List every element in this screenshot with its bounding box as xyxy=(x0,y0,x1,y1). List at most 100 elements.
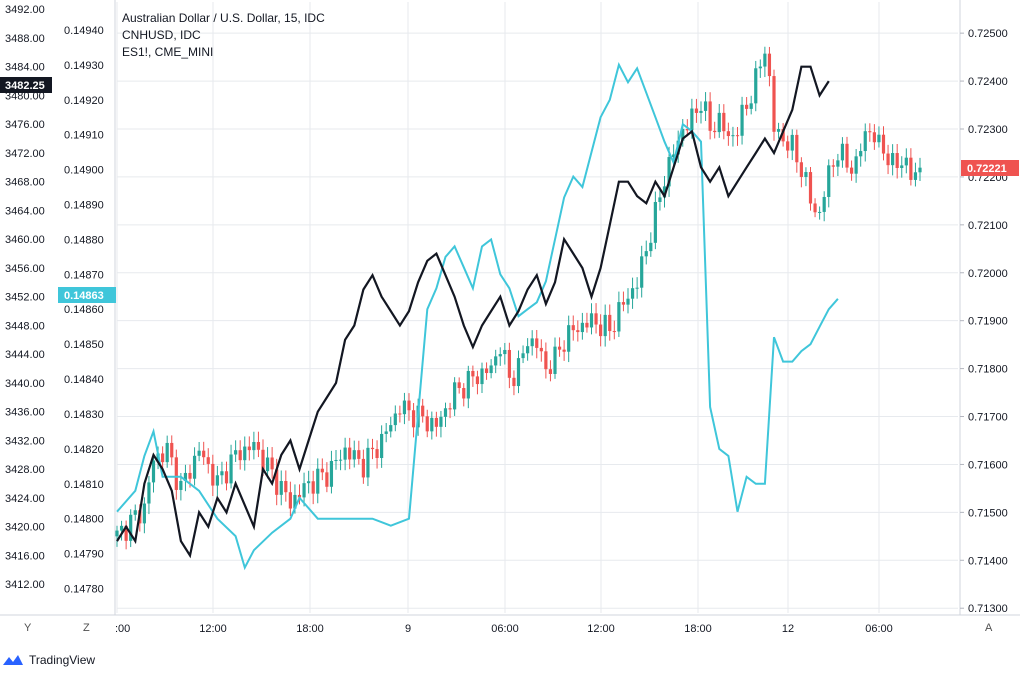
cnhusd-price-axis[interactable]: 0.14940 0.14930 0.14920 0.14910 0.14900 0.148… xyxy=(64,25,104,596)
candle-body xyxy=(215,475,219,486)
audusd-tick-label: 0.72300 xyxy=(968,124,1008,136)
candle-body xyxy=(703,101,708,111)
es1-tick-label: 3468.00 xyxy=(5,177,45,189)
cnhusd-tick-label: 0.14910 xyxy=(64,130,104,142)
candle-body xyxy=(799,162,803,177)
candle-body xyxy=(535,338,539,348)
zoom-button[interactable]: Z xyxy=(83,622,90,634)
candle-body xyxy=(690,108,694,131)
audusd-tick-label: 0.71600 xyxy=(968,459,1008,471)
cnhusd-tick-label: 0.14880 xyxy=(64,234,104,246)
candle-body xyxy=(229,454,233,484)
es1-tick-label: 3460.00 xyxy=(5,234,45,246)
candle-body xyxy=(507,349,511,378)
legend-cnhusd: CNHUSD, IDC xyxy=(122,28,201,42)
candle-body xyxy=(197,450,201,456)
candle-body xyxy=(644,251,648,257)
candle-body xyxy=(407,400,411,411)
candle-body xyxy=(608,314,612,332)
candle-body xyxy=(776,129,781,132)
svg-text:Z: Z xyxy=(83,622,90,634)
auto-scale-button[interactable]: A xyxy=(985,622,993,634)
candle-body xyxy=(672,154,676,158)
candle-body xyxy=(576,330,580,333)
cnhusd-tick-label: 0.14920 xyxy=(64,95,104,107)
candle-body xyxy=(599,324,603,337)
candle-body xyxy=(722,112,726,132)
candle-body xyxy=(662,186,667,198)
candle-body xyxy=(818,211,822,213)
candle-body xyxy=(758,66,762,69)
candle-body xyxy=(421,405,425,417)
legend-main: Australian Dollar / U.S. Dollar, 15, IDC xyxy=(122,11,325,25)
candle-body xyxy=(731,135,735,137)
audusd-tick-label: 0.72500 xyxy=(968,28,1008,40)
candle-body xyxy=(539,347,543,352)
es1-tick-label: 3432.00 xyxy=(5,435,45,447)
cnhusd-tick-label: 0.14800 xyxy=(64,514,104,526)
candle-body xyxy=(448,408,452,410)
candle-body xyxy=(845,143,849,168)
candle-body xyxy=(494,356,498,366)
es1-line xyxy=(116,65,830,559)
time-axis[interactable]: :00 12:00 18:00 9 06:00 12:00 18:00 12 06:00 xyxy=(115,623,893,635)
candle-body xyxy=(192,455,197,479)
candle-body xyxy=(302,483,306,498)
candle-body xyxy=(343,447,347,460)
candle-body xyxy=(275,469,279,495)
candle-body xyxy=(206,457,210,464)
candle-body xyxy=(630,288,635,299)
candle-body xyxy=(918,167,922,173)
candle-body xyxy=(234,450,238,455)
candle-body xyxy=(211,463,215,486)
cnhusd-tick-label: 0.14850 xyxy=(64,339,104,351)
candle-body xyxy=(735,135,740,137)
candle-body xyxy=(891,153,895,166)
candle-body xyxy=(352,450,356,460)
log-scale-button[interactable]: Y xyxy=(24,622,32,634)
candle-body xyxy=(667,157,671,187)
time-tick-label: 12 xyxy=(782,623,794,635)
candle-body xyxy=(252,441,256,451)
candle-body xyxy=(151,460,156,483)
cnhusd-last-price: 0.14863 xyxy=(64,290,104,302)
candle-body xyxy=(854,156,858,174)
cnhusd-tick-label: 0.14860 xyxy=(64,304,104,316)
candle-body xyxy=(188,472,192,479)
candle-body xyxy=(580,322,584,333)
candle-body xyxy=(366,447,370,478)
candle-body xyxy=(621,302,626,305)
candle-body xyxy=(831,165,835,167)
candle-body xyxy=(681,129,685,141)
candle-body xyxy=(174,457,178,490)
candle-body xyxy=(913,172,918,180)
candle-body xyxy=(357,450,361,459)
candle-body xyxy=(325,472,329,487)
candle-body xyxy=(411,410,416,428)
audusd-tick-label: 0.71500 xyxy=(968,507,1008,519)
tradingview-brand[interactable]: TradingView xyxy=(2,651,95,669)
es1-tick-label: 3416.00 xyxy=(5,550,45,562)
candle-body xyxy=(813,203,817,213)
candle-body xyxy=(338,459,343,461)
candle-body xyxy=(786,141,790,151)
candle-body xyxy=(512,377,516,387)
candle-body xyxy=(749,103,753,109)
candle-body xyxy=(124,525,128,541)
es1-tick-label: 3480.00 xyxy=(5,90,45,102)
es1-price-axis[interactable]: 3492.00 3488.00 3484.00 3480.00 3476.00 3472.… xyxy=(5,4,45,591)
candle-body xyxy=(895,153,899,169)
cnhusd-tick-label: 0.14890 xyxy=(64,200,104,212)
time-tick-label: 18:00 xyxy=(296,623,324,635)
candle-body xyxy=(685,129,689,131)
cnhusd-tick-label: 0.14820 xyxy=(64,444,104,456)
candle-body xyxy=(617,302,621,332)
candle-body xyxy=(881,134,886,154)
candle-body xyxy=(361,458,365,478)
candle-body xyxy=(562,349,566,352)
candle-body xyxy=(293,494,297,509)
candle-body xyxy=(265,457,270,472)
es1-tick-label: 3488.00 xyxy=(5,33,45,45)
